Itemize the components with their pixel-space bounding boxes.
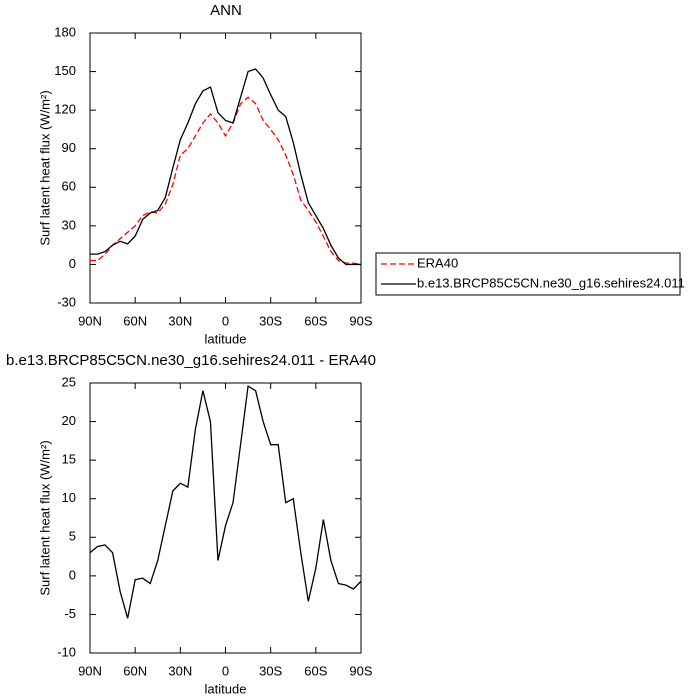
y-tick-label: 60 [62, 179, 76, 194]
x-tick-label: 90N [78, 663, 102, 678]
x-tick-label: 30S [259, 663, 282, 678]
data-line [89, 385, 362, 619]
y-tick-label: 25 [62, 374, 76, 389]
y-tick-label: 5 [69, 529, 76, 544]
y-tick-label: 30 [62, 217, 76, 232]
x-axis-label: latitude [205, 681, 247, 696]
y-tick-label: 10 [62, 490, 76, 505]
y-tick-label: -5 [64, 606, 76, 621]
y-tick-label: 180 [54, 24, 76, 39]
x-tick-label: 60S [304, 663, 327, 678]
data-line [90, 96, 362, 266]
chart-title: ANN [210, 2, 242, 19]
plot-frame [89, 32, 362, 304]
y-tick-label: 120 [54, 102, 76, 117]
y-tick-label: 0 [69, 567, 76, 582]
x-tick-label: 30N [168, 663, 192, 678]
y-tick-label: 20 [62, 413, 76, 428]
legend-box [375, 252, 681, 296]
plot-frame [89, 382, 362, 654]
legend-label: ERA40 [417, 255, 458, 270]
x-tick-label: 90S [349, 313, 372, 328]
legend-label: b.e13.BRCP85C5CN.ne30_g16.sehires24.011 [417, 275, 685, 290]
x-tick-label: 60N [123, 313, 147, 328]
x-tick-label: 30S [259, 313, 282, 328]
y-tick-label: -10 [57, 644, 76, 659]
y-tick-label: 150 [54, 63, 76, 78]
data-line [90, 68, 361, 266]
y-axis-label: Surf latent heat flux (W/m²) [37, 440, 52, 595]
y-tick-label: 15 [62, 452, 76, 467]
x-tick-label: 30N [168, 313, 192, 328]
x-tick-label: 90N [78, 313, 102, 328]
x-tick-label: 60N [123, 663, 147, 678]
x-tick-label: 0 [222, 663, 229, 678]
y-tick-label: -30 [57, 294, 76, 309]
x-tick-label: 0 [222, 313, 229, 328]
x-tick-label: 60S [304, 313, 327, 328]
chart-title: b.e13.BRCP85C5CN.ne30_g16.sehires24.011 … [6, 352, 376, 369]
y-axis-label: Surf latent heat flux (W/m²) [37, 90, 52, 245]
x-tick-label: 90S [349, 663, 372, 678]
y-tick-label: 0 [69, 256, 76, 271]
y-tick-label: 90 [62, 140, 76, 155]
x-axis-label: latitude [205, 331, 247, 346]
